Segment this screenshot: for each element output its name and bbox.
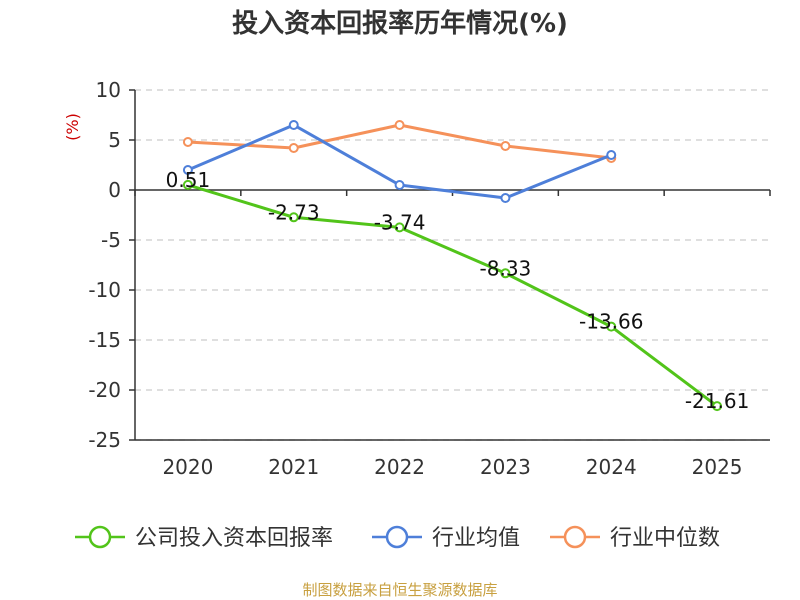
y-tick-label: -15	[88, 328, 121, 352]
data-point[interactable]	[394, 222, 405, 233]
legend-marker	[563, 525, 587, 549]
legend[interactable]: 公司投入资本回报率 行业均值 行业中位数	[75, 525, 720, 551]
data-point[interactable]	[394, 180, 405, 190]
legend-marker	[385, 525, 409, 549]
data-label: 0.51	[166, 168, 211, 192]
y-tick-label: -10	[88, 278, 121, 302]
data-label: -21.61	[685, 389, 749, 413]
series-group	[182, 120, 723, 412]
y-tick-label: -20	[88, 378, 121, 402]
data-point[interactable]	[500, 268, 511, 279]
data-labels: 0.51 -2.73 -3.74 -8.33 -13.66 -21.61	[166, 168, 750, 413]
y-tick-label: -5	[101, 228, 121, 252]
data-label: -2.73	[268, 200, 320, 224]
legend-marker	[88, 525, 112, 549]
y-axis-label: (%)	[63, 113, 82, 141]
data-point[interactable]	[288, 120, 299, 130]
source-note: 制图数据来自恒生聚源数据库	[302, 581, 497, 599]
data-label: -3.74	[374, 210, 426, 234]
legend-label: 行业均值	[432, 526, 520, 551]
data-label: -8.33	[480, 256, 532, 280]
data-point[interactable]	[606, 150, 617, 160]
data-label: -13.66	[579, 310, 643, 334]
data-point[interactable]	[500, 193, 511, 203]
chart-title: 投入资本回报率历年情况(%)	[232, 8, 568, 39]
y-tick-label: 10	[96, 78, 121, 102]
legend-item[interactable]: 行业均值	[372, 525, 520, 551]
data-point[interactable]	[288, 212, 299, 223]
legend-item[interactable]: 公司投入资本回报率	[75, 525, 333, 551]
data-point[interactable]	[182, 179, 193, 190]
data-point[interactable]	[712, 401, 723, 412]
y-tick-label: 5	[108, 128, 121, 152]
x-tick-label: 2022	[374, 455, 425, 479]
data-point[interactable]	[288, 143, 299, 153]
data-point[interactable]	[500, 141, 511, 151]
legend-label: 公司投入资本回报率	[135, 526, 333, 551]
legend-item[interactable]: 行业中位数	[550, 525, 720, 551]
x-tick-label: 2020	[162, 455, 213, 479]
data-point[interactable]	[182, 165, 193, 175]
data-point[interactable]	[606, 321, 617, 332]
grid	[135, 89, 770, 441]
x-tick-label: 2021	[268, 455, 319, 479]
y-tick-label: -25	[88, 428, 121, 452]
legend-label: 行业中位数	[610, 526, 720, 551]
data-point[interactable]	[394, 120, 405, 130]
series-line	[187, 183, 718, 408]
x-tick-label: 2025	[692, 455, 743, 479]
x-tick-label: 2024	[586, 455, 637, 479]
x-tick-label: 2023	[480, 455, 531, 479]
y-tick-label: 0	[108, 178, 121, 202]
axes: 10 5 0 -5 -10 -15 -20 -25 2020 2021 2022 2023 2024 20…	[88, 78, 771, 479]
data-point[interactable]	[182, 137, 193, 147]
